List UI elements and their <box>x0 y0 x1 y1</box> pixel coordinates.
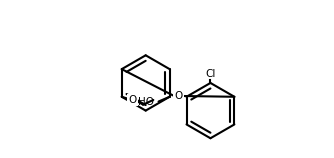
Text: Cl: Cl <box>205 69 216 79</box>
Text: O: O <box>174 91 182 101</box>
Text: O: O <box>129 95 137 105</box>
Text: HO: HO <box>138 97 154 106</box>
